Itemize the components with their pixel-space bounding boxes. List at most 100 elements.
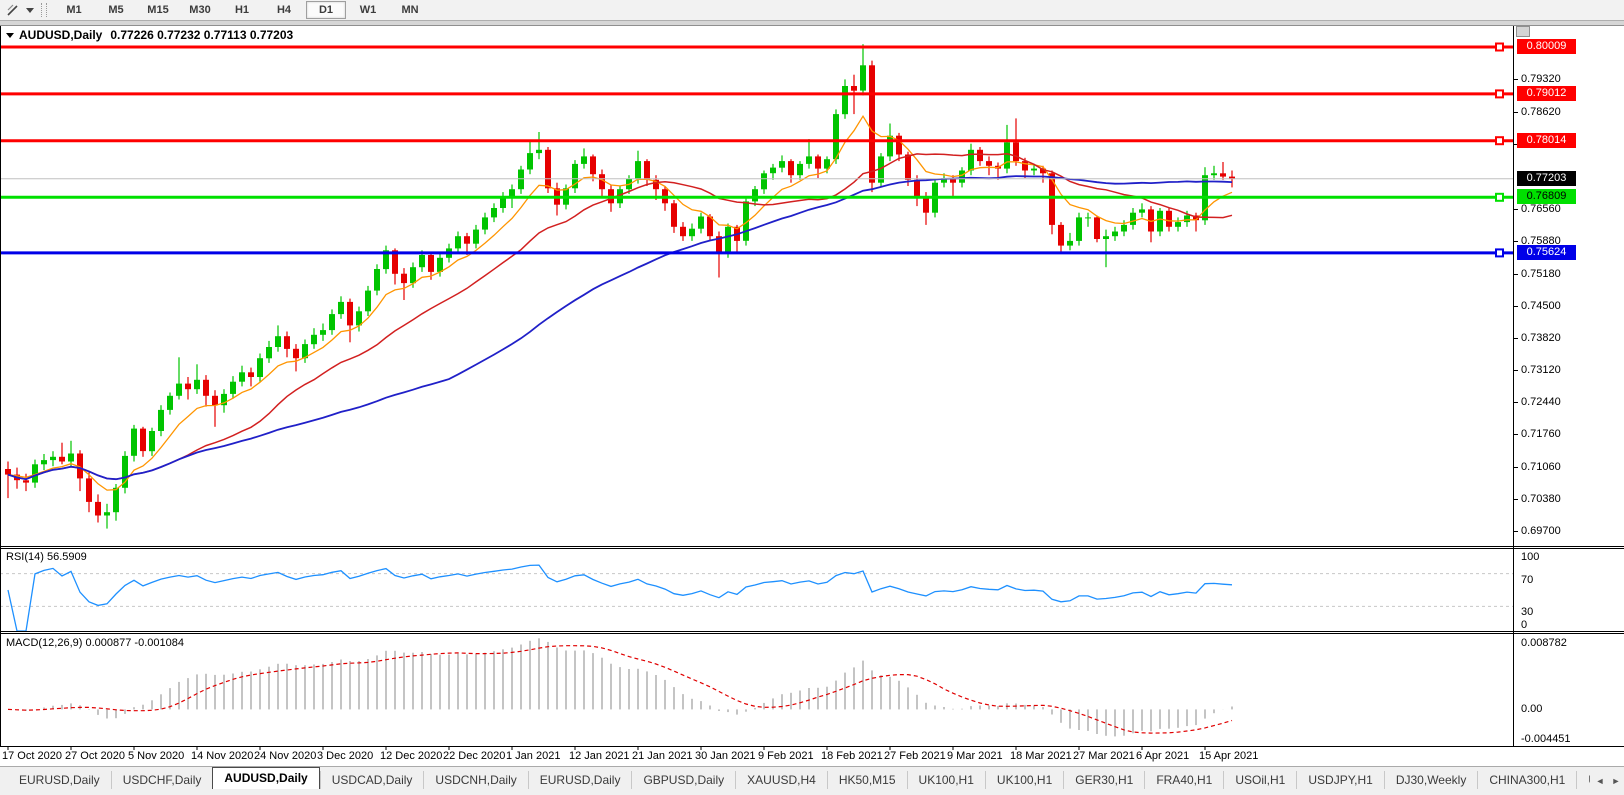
price-axis-label: 0.69700 <box>1521 525 1561 537</box>
rsi-axis-label: 30 <box>1521 606 1534 618</box>
price-axis-tick <box>1514 144 1518 145</box>
price-axis-tick <box>1514 467 1518 468</box>
rsi-axis-label: 100 <box>1521 551 1540 563</box>
price-axis-label: 0.73120 <box>1521 364 1561 376</box>
toolbar-grip[interactable] <box>41 3 47 17</box>
timeframe-button-m1[interactable]: M1 <box>66 4 82 16</box>
price-axis-tick <box>1514 338 1518 339</box>
time-axis-label: 3 Dec 2020 <box>317 750 374 762</box>
chart-tab-gbpusd-daily[interactable]: GBPUSD,Daily <box>631 771 735 790</box>
price-level-badge: 0.78014 <box>1517 133 1576 148</box>
chart-tab-xauusd-h4[interactable]: XAUUSD,H4 <box>735 771 827 790</box>
price-axis-tick <box>1514 209 1518 210</box>
price-axis-label: 0.76560 <box>1521 203 1561 215</box>
chart-tab-uk100-h1[interactable]: UK100,H1 <box>906 771 985 790</box>
timeframe-button-h1[interactable]: H1 <box>234 4 250 16</box>
time-axis-label: 22 Dec 2020 <box>443 750 506 762</box>
time-axis-label: 18 Mar 2021 <box>1010 750 1072 762</box>
time-axis-label: 27 Feb 2021 <box>884 750 946 762</box>
macd-axis-label: 0.008782 <box>1521 637 1567 649</box>
price-axis-label: 0.75180 <box>1521 268 1561 280</box>
price-axis-tick <box>1514 370 1518 371</box>
chart-dropdown-icon[interactable] <box>6 32 14 38</box>
time-axis-label: 17 Oct 2020 <box>2 750 62 762</box>
rsi-label: RSI(14) 56.5909 <box>6 551 87 563</box>
price-axis-tick <box>1514 79 1518 80</box>
chart-tab-usdcad-daily[interactable]: USDCAD,Daily <box>319 771 424 790</box>
chart-tab-eurusd-daily[interactable]: EURUSD,Daily <box>527 771 632 790</box>
macd-label: MACD(12,26,9) 0.000877 -0.001084 <box>6 637 184 649</box>
timeframe-button-m15[interactable]: M15 <box>147 4 169 16</box>
price-level-badge: 0.76809 <box>1517 189 1576 204</box>
price-axis-label: 0.72440 <box>1521 396 1561 408</box>
top-toolbar: M1 M5 M15 M30 H1 H4 D1 W1 MN <box>0 0 1624 21</box>
chart-header: AUDUSD,Daily 0.77226 0.77232 0.77113 0.7… <box>6 28 293 42</box>
price-level-badge: 0.79012 <box>1517 86 1576 101</box>
timeframe-button-w1[interactable]: W1 <box>359 4 377 16</box>
chart-tab-dj30-weekly[interactable]: DJ30,Weekly <box>1383 771 1477 790</box>
price-axis-tick <box>1514 402 1518 403</box>
time-axis-label: 24 Nov 2020 <box>254 750 317 762</box>
time-axis-label: 18 Feb 2021 <box>821 750 883 762</box>
price-axis-tick <box>1514 274 1518 275</box>
chart-tab-u[interactable]: U <box>1576 771 1590 790</box>
timeframe-button-m5[interactable]: M5 <box>108 4 124 16</box>
chart-tab-bar: EURUSD,Daily USDCHF,Daily AUDUSD,Daily USDC… <box>0 766 1624 790</box>
timeframe-button-h4[interactable]: H4 <box>276 4 292 16</box>
price-axis-label: 0.78620 <box>1521 106 1561 118</box>
tabs-scroll-left-button[interactable]: ◄ <box>1595 776 1605 786</box>
chart-tab-usdcnh-daily[interactable]: USDCNH,Daily <box>423 771 527 790</box>
chart-tab-uk100-h1[interactable]: UK100,H1 <box>984 771 1063 790</box>
price-axis-tick <box>1514 499 1518 500</box>
chart-tab-fra40-h1[interactable]: FRA40,H1 <box>1144 771 1223 790</box>
price-axis-label: 0.70380 <box>1521 493 1561 505</box>
time-axis-label: 9 Feb 2021 <box>758 750 814 762</box>
chart-symbol-period: AUDUSD,Daily <box>19 28 103 42</box>
time-axis-label: 9 Mar 2021 <box>947 750 1003 762</box>
chart-tab-ger30-h1[interactable]: GER30,H1 <box>1063 771 1144 790</box>
chart-tab-eurusd-daily[interactable]: EURUSD,Daily <box>19 773 100 787</box>
time-axis-label: 27 Oct 2020 <box>65 750 125 762</box>
timeframe-button-d1[interactable]: D1 <box>306 1 346 19</box>
price-axis-label: 0.79320 <box>1521 73 1561 85</box>
price-axis-label: 0.74500 <box>1521 300 1561 312</box>
time-axis-label: 30 Jan 2021 <box>695 750 756 762</box>
timeframe-button-m30[interactable]: M30 <box>189 4 211 16</box>
time-axis-label: 14 Nov 2020 <box>191 750 254 762</box>
chart-tab-hk50-m15[interactable]: HK50,M15 <box>826 771 907 790</box>
price-axis-label: 0.71760 <box>1521 428 1561 440</box>
price-axis-tick <box>1514 306 1518 307</box>
rsi-axis-label: 0 <box>1521 619 1528 631</box>
price-axis-tick <box>1514 241 1518 242</box>
price-axis-label: 0.73820 <box>1521 332 1561 344</box>
time-axis-label: 12 Dec 2020 <box>380 750 443 762</box>
price-scale-button[interactable] <box>1516 26 1530 37</box>
price-axis-tick <box>1514 531 1518 532</box>
line-studies-icon[interactable] <box>3 2 23 18</box>
price-axis-tick <box>1514 434 1518 435</box>
timeframe-button-mn[interactable]: MN <box>401 4 419 16</box>
price-axis-tick <box>1514 112 1518 113</box>
price-axis-label: 0.71060 <box>1521 461 1561 473</box>
window-splitter[interactable] <box>0 20 1624 26</box>
chevron-down-icon[interactable] <box>26 7 34 13</box>
time-axis-label: 15 Apr 2021 <box>1199 750 1259 762</box>
macd-axis-label: 0.00 <box>1521 703 1543 715</box>
current-price-badge: 0.77203 <box>1517 171 1576 186</box>
chart-tab-usdchf-daily[interactable]: USDCHF,Daily <box>110 771 213 790</box>
macd-axis-label: -0.004451 <box>1521 733 1571 745</box>
time-axis-label: 21 Jan 2021 <box>632 750 693 762</box>
chart-tab-audusd-daily[interactable]: AUDUSD,Daily <box>212 767 320 790</box>
price-axis-label: 0.75880 <box>1521 235 1561 247</box>
price-level-badge: 0.80009 <box>1517 39 1576 54</box>
time-axis-label: 5 Nov 2020 <box>128 750 185 762</box>
rsi-axis-label: 70 <box>1521 574 1534 586</box>
chart-tab-usdjpy-h1[interactable]: USDJPY,H1 <box>1296 771 1383 790</box>
statusbar-filler <box>0 789 1624 795</box>
price-level-badge: 0.75624 <box>1517 245 1576 260</box>
chart-tab-china300-h1[interactable]: CHINA300,H1 <box>1477 771 1576 790</box>
time-axis-label: 27 Mar 2021 <box>1073 750 1135 762</box>
chart-tab-usoil-h1[interactable]: USOil,H1 <box>1223 771 1296 790</box>
tabs-scroll-right-button[interactable]: ► <box>1611 776 1621 786</box>
